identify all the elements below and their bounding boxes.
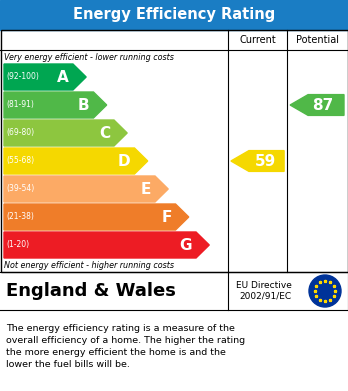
Text: F: F bbox=[161, 210, 172, 224]
Text: (21-38): (21-38) bbox=[6, 212, 34, 221]
Polygon shape bbox=[4, 204, 189, 230]
Text: C: C bbox=[99, 126, 110, 140]
Bar bbox=[0, 30, 348, 272]
Text: England & Wales: England & Wales bbox=[6, 282, 176, 300]
Text: B: B bbox=[78, 97, 89, 113]
Text: 59: 59 bbox=[255, 154, 276, 169]
Bar bbox=[0, 30, 348, 272]
Text: Not energy efficient - higher running costs: Not energy efficient - higher running co… bbox=[4, 260, 174, 269]
Text: (92-100): (92-100) bbox=[6, 72, 39, 81]
Text: G: G bbox=[180, 237, 192, 253]
Text: Current: Current bbox=[239, 35, 276, 45]
Bar bbox=[0, 0, 348, 30]
Circle shape bbox=[309, 275, 341, 307]
Text: Potential: Potential bbox=[295, 35, 339, 45]
Text: D: D bbox=[118, 154, 130, 169]
Text: The energy efficiency rating is a measure of the
overall efficiency of a home. T: The energy efficiency rating is a measur… bbox=[6, 324, 245, 369]
Polygon shape bbox=[4, 176, 168, 202]
Text: A: A bbox=[57, 70, 69, 84]
Polygon shape bbox=[4, 64, 86, 90]
Polygon shape bbox=[4, 148, 148, 174]
Text: 87: 87 bbox=[313, 97, 334, 113]
Bar bbox=[0, 272, 348, 310]
Text: (55-68): (55-68) bbox=[6, 156, 34, 165]
Polygon shape bbox=[4, 120, 127, 146]
Polygon shape bbox=[4, 92, 107, 118]
Polygon shape bbox=[290, 95, 344, 115]
Text: (39-54): (39-54) bbox=[6, 185, 34, 194]
Text: Very energy efficient - lower running costs: Very energy efficient - lower running co… bbox=[4, 52, 174, 61]
Text: (69-80): (69-80) bbox=[6, 129, 34, 138]
Polygon shape bbox=[231, 151, 284, 171]
Polygon shape bbox=[4, 232, 209, 258]
Text: (1-20): (1-20) bbox=[6, 240, 29, 249]
Text: E: E bbox=[141, 181, 151, 197]
Text: Energy Efficiency Rating: Energy Efficiency Rating bbox=[73, 7, 275, 23]
Text: EU Directive
2002/91/EC: EU Directive 2002/91/EC bbox=[236, 281, 292, 301]
Text: (81-91): (81-91) bbox=[6, 100, 34, 109]
